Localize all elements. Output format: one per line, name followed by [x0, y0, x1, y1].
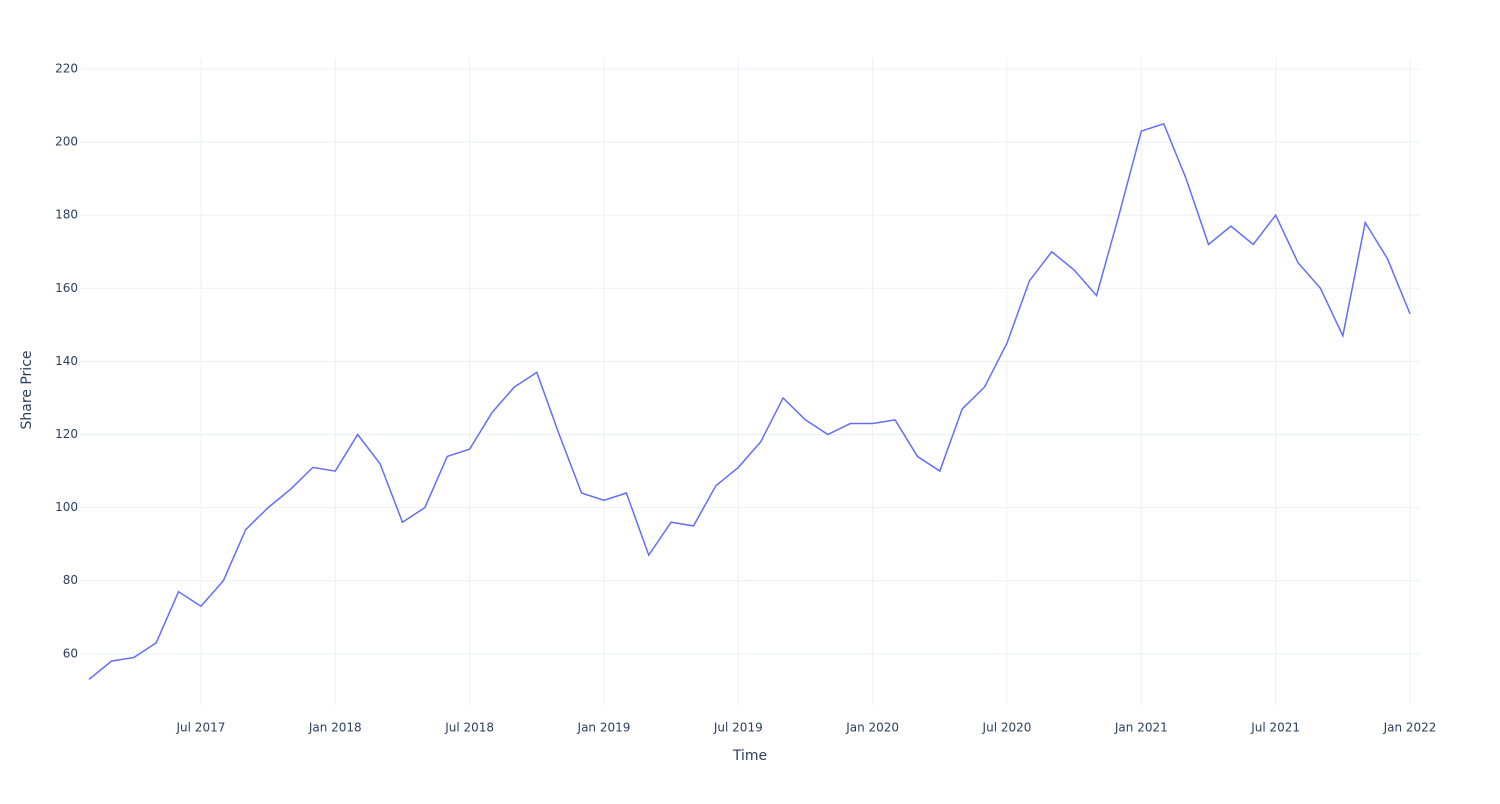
x-tick-label: Jan 2022: [1383, 721, 1437, 735]
y-tick-label: 200: [55, 135, 78, 149]
y-tick-label: 140: [55, 354, 78, 368]
x-tick-label: Jul 2020: [982, 721, 1032, 735]
x-tick-label: Jul 2018: [444, 721, 494, 735]
y-tick-label: 160: [55, 281, 78, 295]
y-tick-label: 180: [55, 208, 78, 222]
x-axis-title: Time: [732, 748, 767, 764]
y-tick-label: 220: [55, 61, 78, 75]
x-tick-label: Jul 2019: [713, 721, 763, 735]
x-tick-label: Jan 2018: [308, 721, 362, 735]
x-tick-label: Jul 2021: [1250, 721, 1300, 735]
y-tick-label: 80: [63, 573, 78, 587]
x-tick-label: Jul 2017: [176, 721, 226, 735]
x-tick-label: Jan 2021: [1114, 721, 1168, 735]
y-axis-title: Share Price: [19, 350, 35, 429]
x-tick-label: Jan 2019: [577, 721, 631, 735]
y-tick-label: 120: [55, 427, 78, 441]
y-tick-label: 100: [55, 500, 78, 514]
x-tick-label: Jan 2020: [845, 721, 899, 735]
y-tick-label: 60: [63, 646, 78, 660]
price-line: [88, 122, 1411, 680]
